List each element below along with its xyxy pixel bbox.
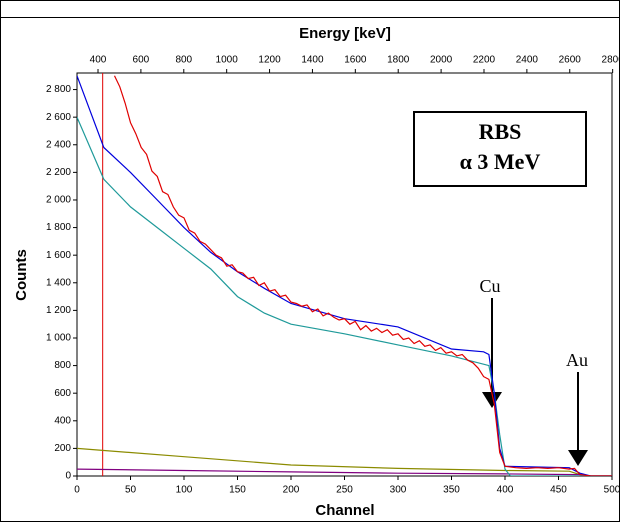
y-tick-label: 2 400 xyxy=(46,139,71,150)
plot-marks xyxy=(77,73,612,476)
y-tick-label: 1 000 xyxy=(46,333,71,344)
x2-tick-label: 1200 xyxy=(258,55,281,66)
series-line xyxy=(113,75,612,476)
y-tick-label: 200 xyxy=(54,443,71,454)
x2-tick-label: 2600 xyxy=(559,55,582,66)
x2-tick-label: 2000 xyxy=(430,55,453,66)
y-tick-label: 2 800 xyxy=(46,84,71,95)
y-tick-label: 1 400 xyxy=(46,277,71,288)
x2-tick-label: 600 xyxy=(133,55,150,66)
x-tick-label: 100 xyxy=(176,485,193,496)
annotation: Au xyxy=(566,350,588,370)
y-tick-label: 1 600 xyxy=(46,250,71,261)
y-tick-label: 2 200 xyxy=(46,167,71,178)
x2-tick-label: 400 xyxy=(90,55,107,66)
y-tick-label: 400 xyxy=(54,415,71,426)
y-tick-label: 600 xyxy=(54,388,71,399)
y-tick-label: 2 600 xyxy=(46,112,71,123)
y-tick-label: 800 xyxy=(54,360,71,371)
x-tick-label: 50 xyxy=(125,485,137,496)
x-tick-label: 350 xyxy=(443,485,460,496)
y-tick-label: 0 xyxy=(65,471,71,482)
y-axis-title: Counts xyxy=(13,249,30,301)
x-tick-label: 200 xyxy=(283,485,300,496)
x-tick-label: 150 xyxy=(229,485,246,496)
series-line xyxy=(77,75,612,476)
y-tick-label: 1 200 xyxy=(46,305,71,316)
x-tick-label: 450 xyxy=(550,485,567,496)
x-tick-label: 0 xyxy=(74,485,80,496)
info-box xyxy=(413,111,587,187)
x2-tick-label: 800 xyxy=(175,55,192,66)
y-tick-label: 2 000 xyxy=(46,195,71,206)
series-line xyxy=(77,116,612,476)
x-tick-label: 500 xyxy=(604,485,620,496)
series-line xyxy=(77,468,612,476)
annotation: Cu xyxy=(479,276,500,296)
x-axis-title: Channel xyxy=(315,502,374,519)
x2-axis-title: Energy [keV] xyxy=(299,25,391,42)
x-tick-label: 300 xyxy=(390,485,407,496)
box-text: RBS xyxy=(479,119,522,144)
box-text: α 3 MeV xyxy=(460,149,541,174)
x2-tick-label: 1400 xyxy=(301,55,324,66)
x-tick-label: 250 xyxy=(336,485,353,496)
y-tick-label: 1 800 xyxy=(46,222,71,233)
x2-tick-label: 1800 xyxy=(387,55,410,66)
series-line xyxy=(77,447,612,476)
x2-tick-label: 2200 xyxy=(473,55,496,66)
x2-tick-label: 1000 xyxy=(216,55,239,66)
x2-tick-label: 2400 xyxy=(516,55,539,66)
x2-tick-label: 1600 xyxy=(344,55,367,66)
x-tick-label: 400 xyxy=(497,485,514,496)
